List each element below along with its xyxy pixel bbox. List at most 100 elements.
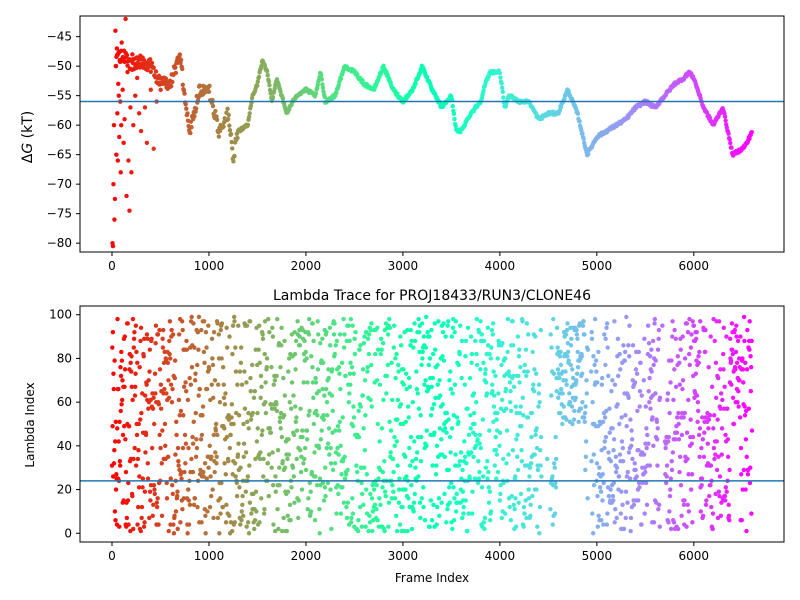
lambda-point: [275, 316, 280, 322]
lambda-point: [199, 327, 204, 333]
lambda-point: [144, 382, 149, 387]
lambda-point: [211, 432, 217, 438]
lambda-point: [512, 507, 517, 512]
lambda-point: [369, 321, 374, 326]
lambda-point: [223, 391, 228, 396]
lambda-point: [737, 378, 742, 383]
lambda-point: [167, 338, 172, 344]
lambda-point: [489, 345, 494, 350]
lambda-point: [110, 423, 115, 429]
lambda-point: [448, 386, 454, 392]
lambda-point: [410, 458, 415, 464]
lambda-point: [742, 413, 748, 418]
lambda-point: [321, 498, 327, 503]
lambda-point: [400, 504, 405, 510]
lambda-point: [394, 513, 399, 518]
lambda-point: [635, 408, 640, 414]
lambda-y-tick-label: 0: [64, 526, 72, 540]
lambda-point: [125, 498, 131, 503]
lambda-point: [686, 472, 691, 477]
lambda-point: [203, 531, 208, 536]
lambda-point: [618, 367, 623, 372]
lambda-point: [189, 456, 194, 462]
lambda-point: [300, 428, 305, 433]
lambda-point: [650, 415, 655, 420]
lambda-point: [126, 480, 131, 486]
lambda-point: [412, 321, 417, 326]
lambda-point: [261, 456, 266, 462]
lambda-point: [474, 351, 479, 357]
lambda-point: [417, 349, 422, 355]
lambda-point: [478, 367, 483, 372]
lambda-point: [372, 502, 378, 508]
lambda-point: [294, 428, 300, 433]
lambda-point: [186, 445, 191, 451]
lambda-point: [138, 338, 143, 344]
delta-g-point: [581, 136, 586, 142]
lambda-point: [428, 432, 433, 438]
lambda-point: [405, 327, 410, 333]
lambda-point: [725, 454, 731, 459]
lambda-point: [178, 520, 183, 525]
lambda-point: [615, 402, 620, 407]
lambda-point: [679, 432, 685, 438]
lambda-point: [726, 513, 732, 518]
lambda-point: [423, 378, 428, 383]
delta-g-axes-frame: [79, 15, 785, 253]
lambda-point: [682, 410, 687, 416]
lambda-point: [153, 340, 158, 346]
lambda-point: [718, 406, 723, 411]
lambda-point: [250, 410, 255, 416]
lambda-point: [650, 338, 656, 344]
lambda-point: [285, 456, 290, 462]
lambda-point: [266, 452, 272, 457]
lambda-y-tick-label: 20: [57, 483, 72, 497]
lambda-point: [227, 334, 232, 339]
lambda-point: [317, 476, 323, 481]
lambda-point: [676, 437, 682, 442]
lambda-point: [458, 323, 463, 328]
lambda-point: [430, 375, 436, 381]
lambda-point: [293, 404, 298, 409]
lambda-point: [612, 319, 617, 324]
lambda-point: [232, 319, 237, 324]
lambda-point: [716, 319, 722, 324]
lambda-point: [119, 358, 125, 363]
lambda-point: [303, 467, 309, 473]
lambda-point: [725, 437, 731, 442]
lambda-point: [175, 445, 181, 451]
lambda-point: [215, 382, 221, 387]
lambda-point: [624, 423, 629, 429]
lambda-point: [351, 371, 356, 376]
lambda-point: [254, 439, 260, 444]
lambda-point: [655, 463, 660, 468]
lambda-point: [727, 336, 733, 341]
lambda-point: [722, 384, 727, 390]
lambda-point: [291, 432, 297, 438]
lambda-point: [414, 369, 419, 374]
lambda-point: [655, 426, 660, 431]
lambda-point: [470, 489, 475, 494]
lambda-point: [409, 526, 415, 532]
lambda-point: [411, 345, 416, 350]
lambda-point: [148, 498, 153, 503]
lambda-point: [507, 380, 513, 385]
delta-g-point: [110, 243, 116, 249]
lambda-point: [643, 480, 649, 486]
lambda-point: [167, 319, 173, 324]
lambda-point: [324, 399, 330, 405]
lambda-point: [238, 345, 244, 350]
lambda-point: [580, 399, 585, 405]
lambda-point: [565, 349, 571, 355]
lambda-point: [224, 325, 229, 331]
lambda-point: [551, 371, 557, 376]
lambda-point: [287, 399, 292, 405]
lambda-point: [714, 467, 720, 473]
lambda-point: [749, 511, 754, 516]
lambda-point: [646, 340, 652, 346]
lambda-point: [511, 502, 516, 508]
lambda-point: [615, 373, 621, 379]
lambda-point: [393, 356, 398, 361]
lambda-point: [308, 489, 313, 494]
lambda-point: [649, 347, 654, 352]
